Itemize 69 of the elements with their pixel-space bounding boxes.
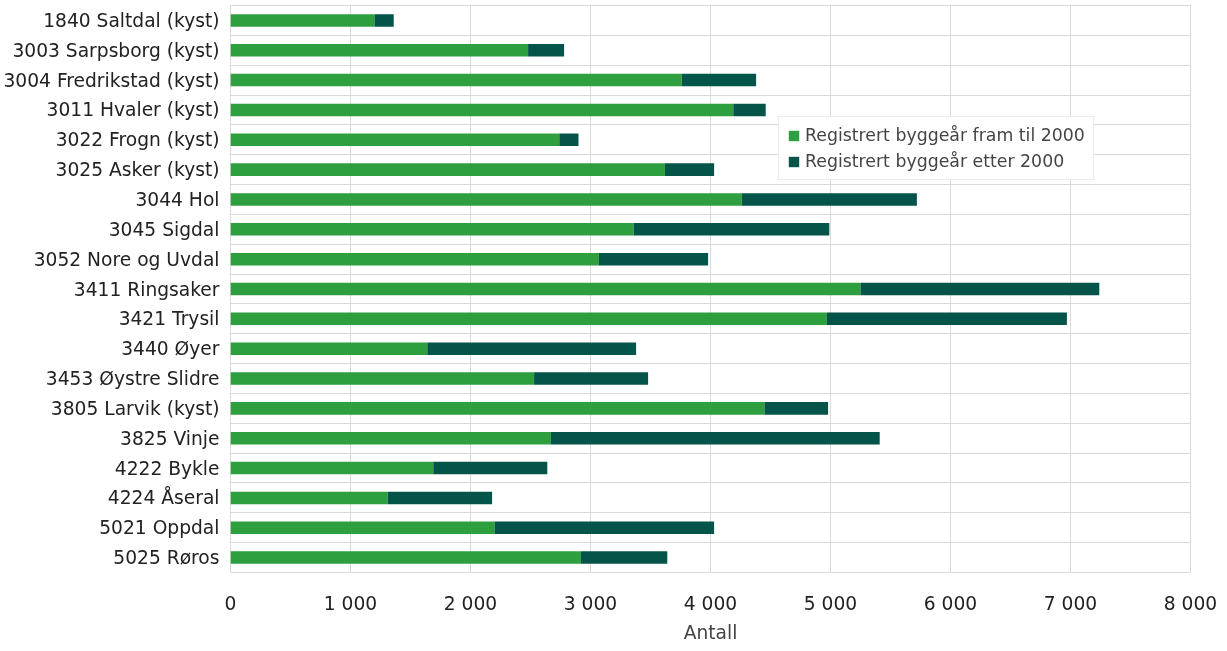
y-tick-label: 3421 Trysil (118, 308, 220, 330)
bar (230, 551, 581, 564)
bar (427, 342, 637, 355)
y-tick-label: 3025 Asker (kyst) (55, 159, 220, 181)
bar (633, 223, 830, 236)
y-tick-label: 3440 Øyer (121, 338, 220, 360)
bar (387, 491, 493, 505)
x-tick-label: 2 000 (443, 592, 498, 614)
x-tick-label: 1 000 (323, 592, 378, 614)
bar (860, 282, 1100, 296)
bar (230, 431, 551, 445)
y-tick-label: 1840 Saltdal (kyst) (43, 9, 220, 31)
bar (741, 193, 917, 206)
bar (826, 312, 1067, 326)
y-tick-label: 4222 Bykle (114, 457, 220, 479)
y-tick-label: 3411 Ringsaker (73, 278, 220, 300)
bar (559, 133, 579, 147)
bar (681, 73, 757, 87)
bar (230, 163, 665, 176)
bar (664, 163, 715, 176)
x-tick-label: 5 000 (803, 592, 858, 614)
y-tick-label: 3003 Sarpsborg (kyst) (12, 39, 220, 61)
bar (230, 402, 765, 415)
bar (230, 73, 682, 87)
legend-label: Registrert byggeår fram til 2000 (805, 125, 1085, 145)
y-tick-label: 3825 Vinje (120, 427, 220, 449)
bar (374, 14, 394, 27)
bar (550, 431, 880, 445)
bar (230, 342, 428, 355)
y-tick-label: 3052 Nore og Uvdal (33, 248, 220, 270)
bar (580, 551, 668, 564)
bar (230, 461, 434, 475)
y-tick-label: 3045 Sigdal (108, 218, 220, 240)
bar (534, 372, 649, 385)
x-tick-label: 6 000 (923, 592, 978, 614)
x-tick-label: 3 000 (563, 592, 618, 614)
bar (230, 491, 388, 505)
bar (230, 252, 599, 266)
y-tick-label: 3022 Frogn (kyst) (55, 129, 220, 151)
bar (733, 103, 766, 117)
bar (230, 103, 734, 117)
y-tick-label: 5021 Oppdal (99, 517, 220, 539)
y-tick-label: 3805 Larvik (kyst) (50, 397, 220, 419)
bar (598, 252, 709, 266)
x-tick-label: 0 (224, 592, 237, 614)
bar (433, 461, 548, 475)
x-axis-title: Antall (683, 621, 738, 643)
x-tick-label: 4 000 (683, 592, 738, 614)
bar (230, 521, 495, 534)
bar (230, 44, 529, 57)
y-tick-label: 3453 Øystre Slidre (45, 368, 220, 390)
bar (528, 44, 565, 57)
y-tick-label: 4224 Åseral (107, 486, 220, 509)
y-tick-label: 3011 Hvaler (kyst) (46, 99, 220, 121)
bar (230, 133, 560, 147)
bar (230, 372, 535, 385)
bar (764, 402, 829, 415)
y-tick-label: 3004 Fredrikstad (kyst) (3, 69, 220, 91)
bar (230, 223, 634, 236)
bar (230, 193, 742, 206)
bar (230, 14, 375, 27)
y-tick-label: 3044 Hol (135, 188, 220, 210)
y-tick-label: 5025 Røros (113, 547, 220, 569)
bar (230, 282, 861, 296)
legend-label: Registrert byggeår etter 2000 (805, 151, 1065, 171)
bar (230, 312, 827, 326)
x-tick-label: 7 000 (1043, 592, 1098, 614)
bar (494, 521, 715, 534)
x-tick-label: 8 000 (1163, 592, 1218, 614)
